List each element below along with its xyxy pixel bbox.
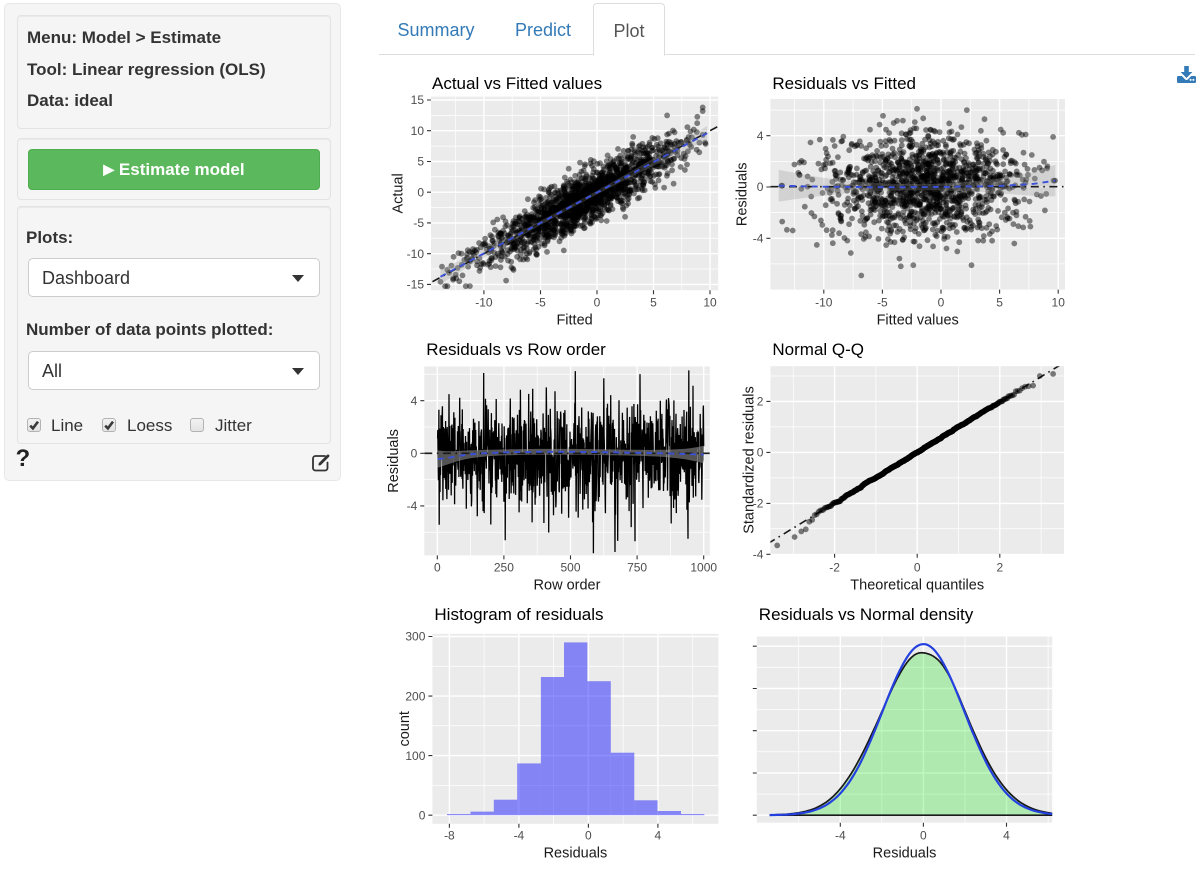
svg-text:-15: -15 [407,278,425,292]
svg-text:0: 0 [594,296,601,310]
svg-text:-4: -4 [407,499,418,513]
svg-text:-10: -10 [475,296,493,310]
svg-text:Residuals: Residuals [544,846,608,862]
svg-text:-10: -10 [407,247,425,261]
svg-text:2: 2 [996,561,1003,575]
svg-text:100: 100 [405,749,425,763]
svg-text:4: 4 [411,394,418,408]
svg-text:-5: -5 [877,296,888,310]
svg-text:Residuals: Residuals [873,846,937,862]
svg-text:10: 10 [703,296,717,310]
svg-text:Histogram of residuals: Histogram of residuals [434,605,603,624]
svg-text:-5: -5 [413,216,424,230]
svg-text:-2: -2 [829,561,840,575]
svg-text:0: 0 [419,808,426,822]
svg-text:0: 0 [757,446,764,460]
svg-text:-4: -4 [514,829,525,843]
svg-text:10: 10 [411,124,425,138]
svg-text:0: 0 [585,829,592,843]
svg-text:0: 0 [757,180,764,194]
svg-text:5: 5 [417,155,424,169]
svg-text:750: 750 [627,561,647,575]
svg-text:Residuals: Residuals [735,162,751,226]
svg-text:500: 500 [560,561,580,575]
svg-text:Residuals vs Fitted: Residuals vs Fitted [772,74,916,93]
svg-text:0: 0 [411,447,418,461]
svg-text:-2: -2 [753,497,764,511]
svg-text:Theoretical quantiles: Theoretical quantiles [850,578,984,594]
svg-text:-4: -4 [835,829,846,843]
svg-text:1000: 1000 [690,561,717,575]
svg-text:Residuals vs Normal density: Residuals vs Normal density [759,605,974,624]
svg-text:0: 0 [920,829,927,843]
svg-text:10: 10 [1052,296,1066,310]
svg-text:5: 5 [996,296,1003,310]
svg-text:Residuals vs Row order: Residuals vs Row order [426,340,606,359]
svg-text:-10: -10 [815,296,833,310]
svg-text:2: 2 [757,395,764,409]
svg-text:300: 300 [405,630,425,644]
svg-text:4: 4 [655,829,662,843]
svg-text:0: 0 [434,561,441,575]
svg-text:-5: -5 [535,296,546,310]
svg-text:-4: -4 [753,232,764,246]
svg-text:5: 5 [650,296,657,310]
svg-text:250: 250 [494,561,514,575]
svg-text:Fitted: Fitted [556,313,592,329]
svg-text:Residuals: Residuals [386,429,402,493]
svg-text:Row order: Row order [534,578,601,594]
svg-text:4: 4 [1003,829,1010,843]
svg-text:0: 0 [938,296,945,310]
svg-text:15: 15 [411,93,425,107]
svg-text:Actual: Actual [391,173,407,213]
svg-text:Fitted values: Fitted values [877,313,959,329]
svg-text:0: 0 [914,561,921,575]
svg-text:count: count [397,711,413,746]
svg-text:200: 200 [405,689,425,703]
svg-text:-4: -4 [753,548,764,562]
svg-text:Normal Q-Q: Normal Q-Q [772,340,864,359]
svg-text:0: 0 [417,185,424,199]
svg-text:Actual vs Fitted values: Actual vs Fitted values [432,74,602,93]
svg-text:-8: -8 [444,829,455,843]
svg-text:4: 4 [757,129,764,143]
svg-text:Standardized residuals: Standardized residuals [742,386,758,534]
